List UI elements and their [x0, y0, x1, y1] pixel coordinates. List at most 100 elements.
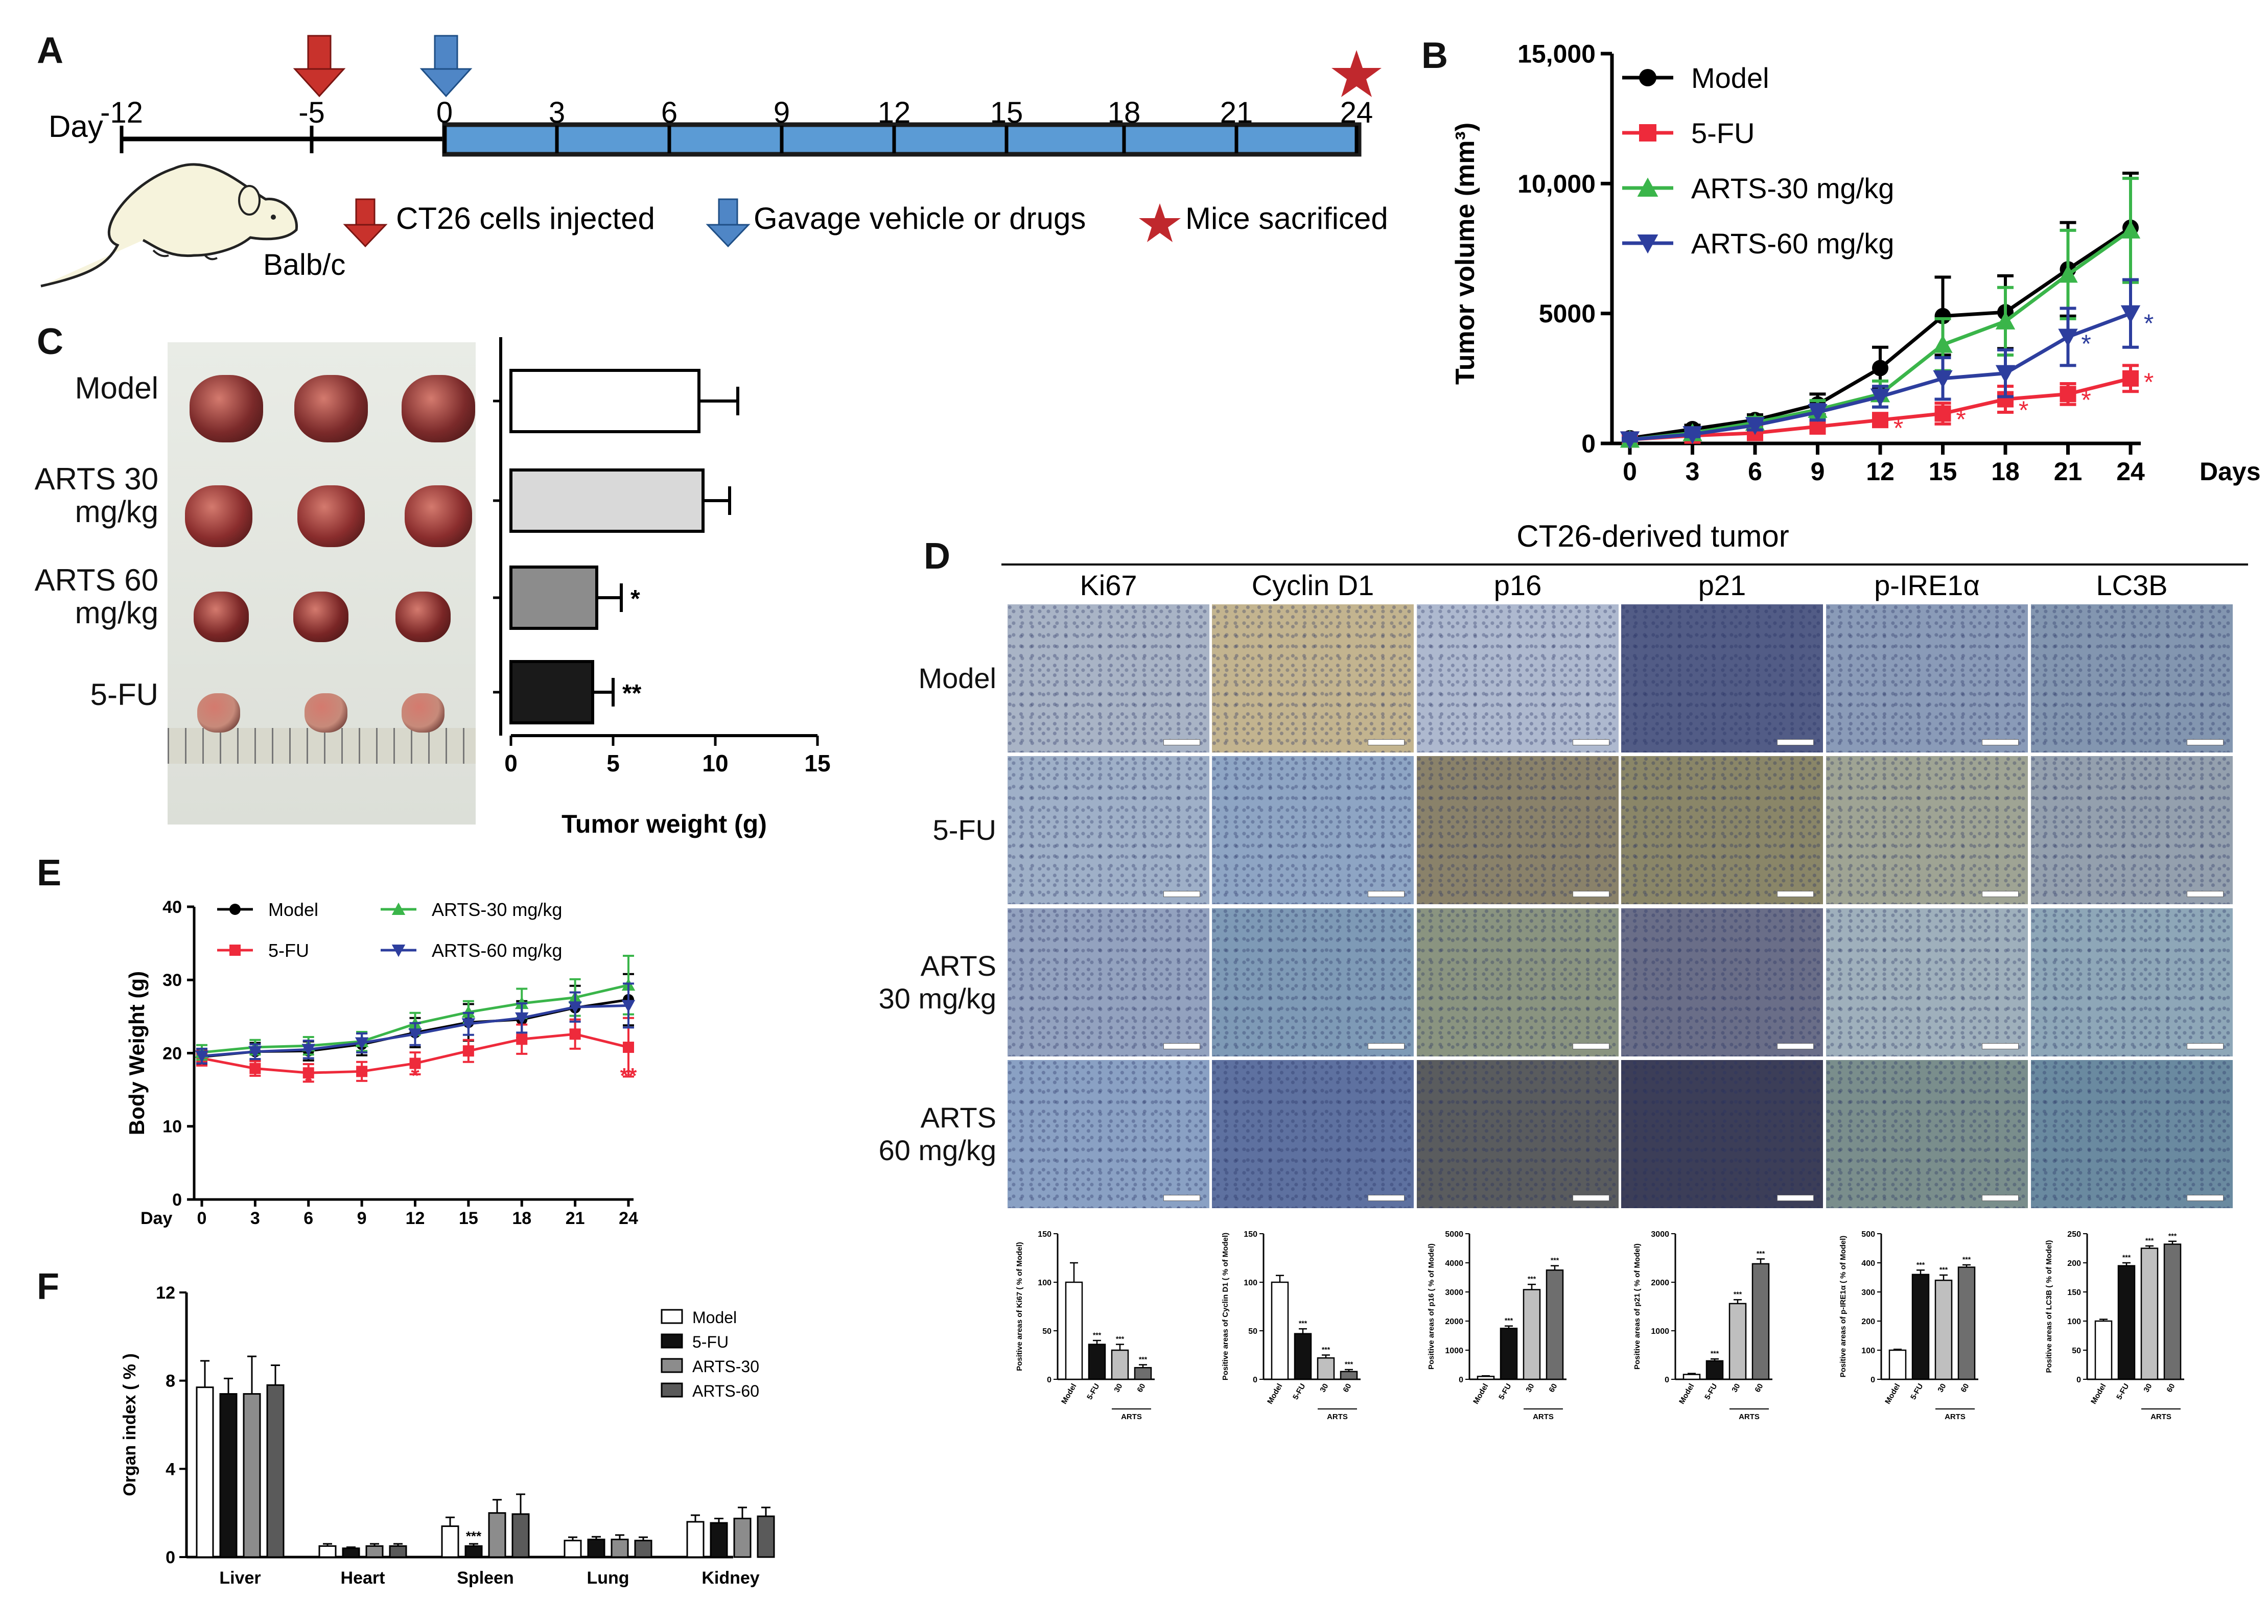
x-tick-label: 15: [459, 1209, 478, 1228]
tumor-group-label: ARTS 60 mg/kg: [34, 563, 158, 630]
ihc-column-label: p-IRE1α: [1874, 569, 1980, 601]
y-axis-title: Positive areas of Ki67 ( % of Model): [1015, 1242, 1024, 1371]
x-tick-label: 30: [1318, 1382, 1330, 1394]
significance-star: *: [630, 585, 640, 613]
x-tick-label: 6: [1748, 457, 1762, 486]
significance-star: ***: [2122, 1253, 2131, 1261]
data-point: [1745, 417, 1765, 435]
legend-marker: [229, 904, 241, 915]
y-tick-label: 4000: [1445, 1259, 1463, 1268]
ihc-column-label: Ki67: [1080, 569, 1137, 601]
legend-marker: [1639, 124, 1656, 142]
x-tick-label: 0: [197, 1209, 207, 1228]
significance-star: ***: [1551, 1256, 1559, 1264]
significance-star: ***: [1322, 1346, 1330, 1354]
scale-bar: [1368, 1195, 1405, 1201]
series-arts-60-mg-kg: [195, 982, 636, 1065]
x-tick-label: 60: [1959, 1382, 1971, 1394]
legend-swatch: [661, 1309, 683, 1324]
x-tick-label: Kidney: [702, 1568, 759, 1588]
red-arrow-icon: [293, 35, 346, 98]
significance-star: ***: [466, 1528, 482, 1544]
tumor-weight-bar: [509, 468, 705, 533]
ihc-row-label: ARTS 30 mg/kg: [848, 950, 996, 1015]
ihc-micrograph: [1826, 756, 2028, 904]
organ-index-bar: [365, 1545, 384, 1558]
ihc-quant-chart: 0 1000 2000 3000 Positive areas of p21 ( % o…: [1633, 1230, 1772, 1421]
group-label: ARTS: [1739, 1413, 1760, 1421]
x-tick-label: 60: [1135, 1382, 1147, 1394]
ihc-micrograph: [1212, 1060, 1414, 1208]
panel-label-f: F: [37, 1266, 59, 1307]
x-tick-label: 6: [303, 1209, 313, 1228]
timeline-tick-label: 15: [990, 96, 1023, 129]
tumor-group-label: 5-FU: [90, 677, 158, 712]
ihc-micrograph: [1621, 604, 1823, 752]
ihc-quant-bar: [1340, 1371, 1358, 1380]
y-axis-title: Positive areas of p-IRE1α ( % of Model): [1839, 1236, 1848, 1378]
x-tick-label: Model: [2089, 1382, 2108, 1406]
x-tick-label: Model: [1883, 1382, 1902, 1406]
ihc-row-label-line1: Model: [918, 662, 996, 694]
y-axis-title: Positive areas of p16 ( % of Model): [1427, 1243, 1436, 1370]
organ-index-bar: [266, 1384, 285, 1558]
x-tick-label: 15: [1929, 457, 1957, 486]
scale-bar: [1163, 1195, 1200, 1201]
significance-star: ***: [1505, 1316, 1513, 1325]
x-tick-label: 60: [2165, 1382, 2177, 1394]
ihc-row-label-line2: 60 mg/kg: [878, 1134, 996, 1166]
legend-gavage-label: Gavage vehicle or drugs: [754, 201, 1086, 236]
x-tick-label: 18: [1991, 457, 2020, 486]
tumor-volume-chart: 0 5000 10,000 15,000 0 3 6 9 12 15 18 21 24 Days Tumor…: [1451, 40, 2261, 486]
legend-marker: [1639, 69, 1656, 86]
day-label: Day: [49, 109, 103, 144]
legend-label: ARTS-30 mg/kg: [1691, 172, 1894, 204]
x-axis-title: Day: [141, 1209, 172, 1228]
ihc-quant-bar: [1477, 1376, 1495, 1380]
x-tick-label: 21: [2054, 457, 2083, 486]
organ-index-bar: [733, 1517, 752, 1558]
x-tick-label: Model: [1677, 1382, 1696, 1406]
legend-label: ARTS-60 mg/kg: [1691, 227, 1894, 260]
tumor-group-label: Model: [75, 371, 158, 405]
y-tick-label: 3000: [1445, 1288, 1463, 1297]
y-tick-label: 30: [162, 971, 182, 990]
x-tick-label: Model: [1471, 1382, 1490, 1406]
y-tick-label: 500: [1861, 1230, 1875, 1239]
scale-bar: [1573, 739, 1609, 745]
legend-label: 5-FU: [268, 940, 309, 961]
y-tick-label: 2000: [1651, 1279, 1669, 1287]
data-point: [1934, 405, 1951, 422]
tumor-specimen: [194, 592, 249, 642]
legend-swatch: [661, 1333, 683, 1349]
ihc-quant-bar: [1134, 1367, 1152, 1380]
data-point: [568, 1001, 582, 1014]
significance-star: *: [2081, 329, 2091, 358]
x-tick-label: 18: [512, 1209, 531, 1228]
ihc-row-label-line1: 5-FU: [932, 814, 996, 846]
ihc-quant-bar: [1546, 1269, 1564, 1380]
scale-bar: [1163, 1043, 1200, 1049]
ihc-micrograph: [1417, 756, 1619, 904]
tumor-weight-bar: [509, 369, 700, 433]
x-tick-label: 0: [504, 750, 518, 776]
x-tick-label: 12: [406, 1209, 425, 1228]
panel-label-e: E: [37, 853, 62, 893]
group-label: ARTS: [2150, 1413, 2171, 1421]
ihc-micrograph: [2031, 756, 2233, 904]
significance-star: ***: [1734, 1290, 1742, 1298]
scale-bar: [1368, 739, 1405, 745]
ruler: [168, 728, 476, 764]
x-tick-label: 60: [1547, 1382, 1559, 1394]
ihc-micrograph: [1621, 756, 1823, 904]
timeline-tick-label: 12: [878, 96, 911, 129]
y-tick-label: 2000: [1445, 1317, 1463, 1326]
legend-injected-label: CT26 cells injected: [396, 201, 655, 236]
organ-index-chart: 0 4 8 12 Organ index ( % ) Liver Heart *** Splee…: [120, 1283, 775, 1588]
legend-label: ARTS-60: [692, 1382, 759, 1400]
scale-bar: [1777, 1195, 1814, 1201]
organ-index-bar: [441, 1525, 459, 1558]
x-tick-label: 5-FU: [1703, 1382, 1719, 1401]
ihc-micrograph: [2031, 604, 2233, 752]
ihc-column-label: LC3B: [2096, 569, 2167, 601]
